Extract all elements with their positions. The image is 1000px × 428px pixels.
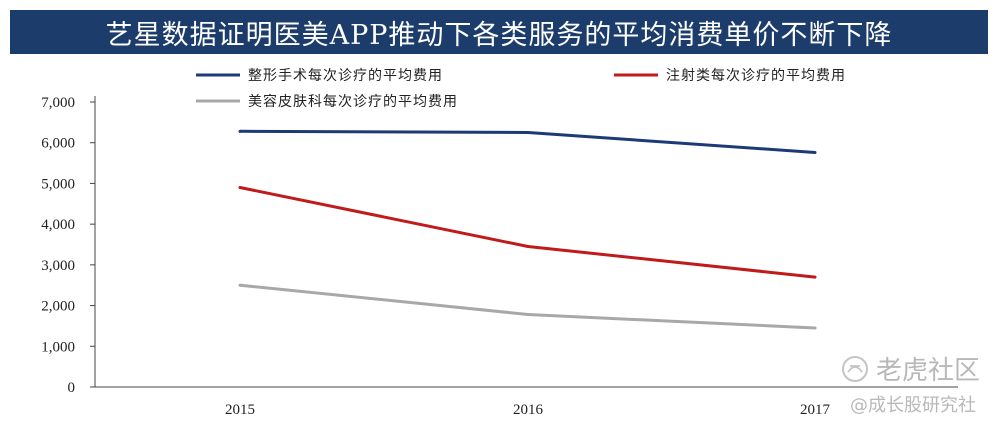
data-point bbox=[526, 313, 530, 317]
watermark-handle: @成长股研究社 bbox=[850, 395, 976, 416]
series-line bbox=[239, 129, 816, 154]
legend-label: 整形手术每次诊疗的平均费用 bbox=[248, 68, 443, 84]
legend-label: 注射类每次诊疗的平均费用 bbox=[666, 68, 846, 84]
x-tick-label: 2015 bbox=[225, 402, 255, 418]
data-point bbox=[238, 129, 242, 133]
data-point bbox=[238, 186, 242, 189]
data-point bbox=[813, 275, 817, 279]
series-line bbox=[239, 186, 816, 279]
y-tick-label: 2,000 bbox=[41, 299, 75, 315]
x-tick-label: 2017 bbox=[800, 402, 831, 418]
data-point bbox=[813, 150, 817, 154]
y-tick-label: 0 bbox=[68, 380, 76, 396]
data-point bbox=[813, 326, 817, 330]
title-bar: 艺星数据证明医美APP推动下各类服务的平均消费单价不断下降 bbox=[10, 10, 988, 54]
x-tick-label: 2016 bbox=[513, 402, 544, 418]
tiger-logo-icon bbox=[842, 356, 868, 382]
y-tick-label: 6,000 bbox=[41, 136, 75, 152]
y-tick-label: 4,000 bbox=[41, 217, 75, 233]
y-tick-label: 7,000 bbox=[41, 95, 75, 111]
legend-label: 美容皮肤科每次诊疗的平均费用 bbox=[248, 93, 458, 110]
tiger-stripe-icon bbox=[847, 365, 863, 373]
watermark-brand: 老虎社区 bbox=[876, 356, 980, 386]
chart-title: 艺星数据证明医美APP推动下各类服务的平均消费单价不断下降 bbox=[105, 19, 893, 51]
data-point bbox=[526, 245, 530, 249]
series-line bbox=[239, 283, 816, 330]
y-tick-label: 5,000 bbox=[41, 176, 75, 192]
y-tick-label: 1,000 bbox=[41, 339, 75, 355]
data-point bbox=[526, 131, 530, 135]
y-tick-label: 3,000 bbox=[41, 258, 75, 274]
data-point bbox=[238, 283, 242, 287]
